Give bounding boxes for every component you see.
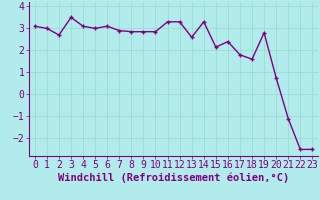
X-axis label: Windchill (Refroidissement éolien,°C): Windchill (Refroidissement éolien,°C) bbox=[58, 173, 289, 183]
